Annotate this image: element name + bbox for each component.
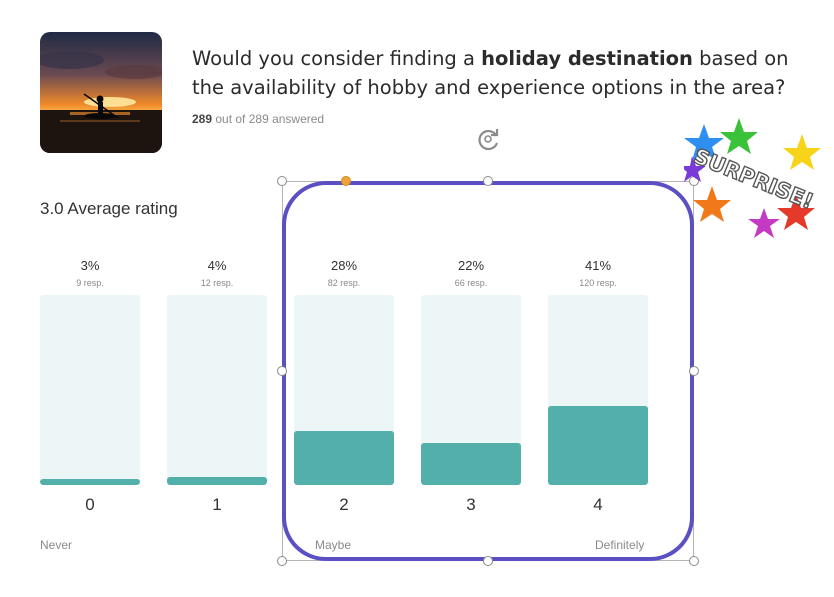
rating-column-2: 28% 82 resp. 2: [294, 257, 394, 514]
bar-track: [167, 295, 267, 485]
average-rating: 3.0 Average rating: [40, 199, 178, 218]
bar-category-label: 1: [212, 495, 222, 514]
surprise-starburst: SURPRISE!: [680, 116, 824, 246]
bar-track: [548, 295, 648, 485]
bar-percent-label: 28%: [330, 258, 358, 273]
rating-column-4: 41% 120 resp. 4: [548, 257, 648, 514]
question-bold: holiday destination: [481, 47, 693, 70]
question-part2: based on the availability of hobby and e…: [192, 47, 789, 99]
answered-number: 289: [192, 112, 213, 126]
bar-track: [40, 295, 140, 485]
bar-percent-label: 3%: [80, 258, 100, 273]
bar-response-count: 66 resp.: [454, 278, 488, 288]
question-text: Would you consider finding a holiday des…: [192, 44, 812, 102]
resize-handle-bottom-right[interactable]: [689, 556, 699, 566]
bar-category-label: 3: [466, 495, 476, 514]
corner-adjust-handle[interactable]: [341, 176, 351, 186]
bar-fill: [294, 431, 394, 485]
bar-fill: [167, 477, 267, 485]
resize-handle-top[interactable]: [483, 176, 493, 186]
bar-category-label: 2: [339, 495, 349, 514]
rating-column-0: 3% 9 resp. 0: [40, 257, 140, 514]
resize-handle-right[interactable]: [689, 366, 699, 376]
bar-response-count: 12 resp.: [200, 278, 234, 288]
bar-percent-label: 22%: [457, 258, 485, 273]
bar-response-count: 120 resp.: [579, 278, 617, 288]
rating-column-1: 4% 12 resp. 1: [167, 257, 267, 514]
bar-percent-label: 4%: [207, 258, 227, 273]
resize-handle-bottom[interactable]: [483, 556, 493, 566]
scale-label-low: Never: [40, 538, 73, 552]
resize-handle-bottom-left[interactable]: [277, 556, 287, 566]
scale-label-high: Definitely: [595, 538, 645, 552]
rating-column-3: 22% 66 resp. 3: [421, 257, 521, 514]
answered-count: 289 out of 289 answered: [192, 112, 324, 126]
bar-percent-label: 41%: [584, 258, 612, 273]
bar-track: [294, 295, 394, 485]
kayak-sunset-photo: [40, 32, 162, 153]
rotate-icon[interactable]: [474, 126, 504, 154]
bar-fill: [40, 479, 140, 485]
resize-handle-top-left[interactable]: [277, 176, 287, 186]
bar-track: [421, 295, 521, 485]
answered-text: out of 289 answered: [212, 112, 325, 126]
bar-fill: [421, 443, 521, 485]
selected-rounded-rectangle[interactable]: [282, 181, 694, 561]
bar-category-label: 4: [593, 495, 603, 514]
resize-handle-left[interactable]: [277, 366, 287, 376]
bar-fill: [548, 406, 648, 485]
question-part1: Would you consider finding a: [192, 47, 482, 70]
bar-category-label: 0: [85, 495, 95, 514]
bar-response-count: 82 resp.: [327, 278, 361, 288]
bar-response-count: 9 resp.: [76, 278, 104, 288]
